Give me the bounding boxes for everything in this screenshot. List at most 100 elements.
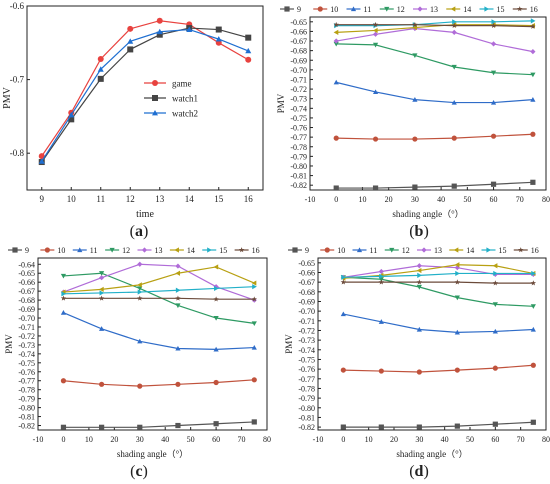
legend-marker <box>417 6 423 12</box>
legend-label: 11 <box>364 5 372 14</box>
data-point <box>490 99 497 105</box>
legend-marker <box>77 247 83 253</box>
data-point <box>412 21 418 27</box>
data-point <box>531 270 536 277</box>
x-tick-label: 70 <box>238 435 246 444</box>
panel-label-d-letter: d <box>415 463 424 480</box>
legend-label: watch1 <box>172 94 198 104</box>
data-point <box>454 329 460 335</box>
data-point <box>416 369 422 375</box>
series-line <box>343 281 534 284</box>
y-tick-label: -0.69 <box>298 297 315 306</box>
legend: 9 10 11 12 13 14 15 16 <box>288 246 539 255</box>
data-point <box>38 153 45 160</box>
legend-marker <box>324 247 330 253</box>
data-point <box>340 311 346 317</box>
data-point <box>491 19 497 25</box>
x-tick-label: 60 <box>212 435 220 444</box>
series-line <box>343 364 534 373</box>
y-tick-label: -0.66 <box>298 268 315 277</box>
series-line <box>343 265 534 278</box>
data-point <box>341 274 346 280</box>
data-point <box>99 381 105 387</box>
series-13 <box>333 25 536 55</box>
data-point <box>99 286 104 292</box>
y-tick-label: -0.7 <box>10 75 25 85</box>
data-point <box>412 136 418 142</box>
data-point <box>68 116 75 123</box>
x-tick-label: 20 <box>385 195 393 204</box>
series-12 <box>340 275 536 309</box>
x-tick-label: 20 <box>390 435 398 444</box>
data-point <box>137 338 143 344</box>
legend-label: 11 <box>370 246 378 255</box>
legend: game watch1 watch2 <box>144 79 198 119</box>
data-point <box>412 97 418 102</box>
x-tick-label: 15 <box>214 194 224 204</box>
y-tick-label: -0.71 <box>18 323 35 332</box>
y-axis-label: PMV <box>284 334 294 354</box>
x-tick-label: 11 <box>96 194 105 204</box>
y-tick-label: -0.71 <box>290 75 307 84</box>
legend-label: 16 <box>531 246 539 255</box>
x-tick-label: 70 <box>516 195 524 204</box>
x-tick-label: 70 <box>517 435 525 444</box>
data-point <box>490 133 497 139</box>
x-tick-label: 0 <box>61 435 65 444</box>
x-axis-label: time <box>136 209 154 220</box>
data-point <box>186 26 193 32</box>
series-15 <box>341 270 536 280</box>
plot-frame <box>317 257 547 431</box>
legend-marker <box>356 247 363 253</box>
x-tick-label: 80 <box>542 435 550 444</box>
x-tick-label: 80 <box>263 435 271 444</box>
x-tick-label: -10 <box>33 435 44 444</box>
y-tick-label: -0.67 <box>298 278 315 287</box>
series-watch2 <box>38 26 252 164</box>
plot-frame <box>26 5 264 191</box>
data-point <box>490 22 497 28</box>
legend-label: 13 <box>434 246 442 255</box>
data-point <box>137 282 142 288</box>
data-point <box>175 345 181 351</box>
data-point <box>451 183 457 189</box>
y-tick-label: -0.76 <box>18 368 35 377</box>
data-point <box>333 135 339 141</box>
x-tick-label: 16 <box>244 194 254 204</box>
y-tick-label: -0.73 <box>298 336 315 345</box>
y-tick-label: -0.78 <box>298 384 315 393</box>
data-point <box>251 377 257 383</box>
data-point <box>99 424 105 430</box>
legend: 9 10 11 12 13 14 15 16 <box>280 5 538 14</box>
data-point <box>99 271 105 276</box>
data-point <box>213 421 219 427</box>
legend-marker <box>421 247 427 253</box>
y-tick-label: -0.65 <box>290 18 307 27</box>
legend: 9 10 11 12 13 14 15 16 <box>8 246 260 255</box>
data-point <box>137 383 143 389</box>
series-line <box>336 181 533 189</box>
legend-label: 9 <box>297 5 301 14</box>
legend-label: 9 <box>25 246 29 255</box>
legend-label: 13 <box>155 246 163 255</box>
x-axis-label: shading angle（°） <box>392 209 463 219</box>
series-13 <box>340 263 536 280</box>
y-tick-label: -0.68 <box>298 288 315 297</box>
series-16 <box>340 279 537 286</box>
data-point <box>333 21 339 27</box>
y-tick-label: -0.77 <box>298 375 315 384</box>
y-tick-label: -0.69 <box>18 305 35 314</box>
data-point <box>137 295 143 301</box>
series-11 <box>60 310 257 352</box>
data-point <box>156 31 163 38</box>
series-line <box>63 297 255 300</box>
data-point <box>137 424 143 430</box>
data-point <box>245 47 252 54</box>
y-tick-label: -0.76 <box>290 124 307 133</box>
legend-label: 10 <box>57 246 65 255</box>
legend-marker <box>518 247 524 253</box>
series-line <box>63 379 255 387</box>
data-point <box>340 279 347 285</box>
series-line <box>336 27 534 53</box>
y-tick-label: -0.78 <box>290 143 307 152</box>
